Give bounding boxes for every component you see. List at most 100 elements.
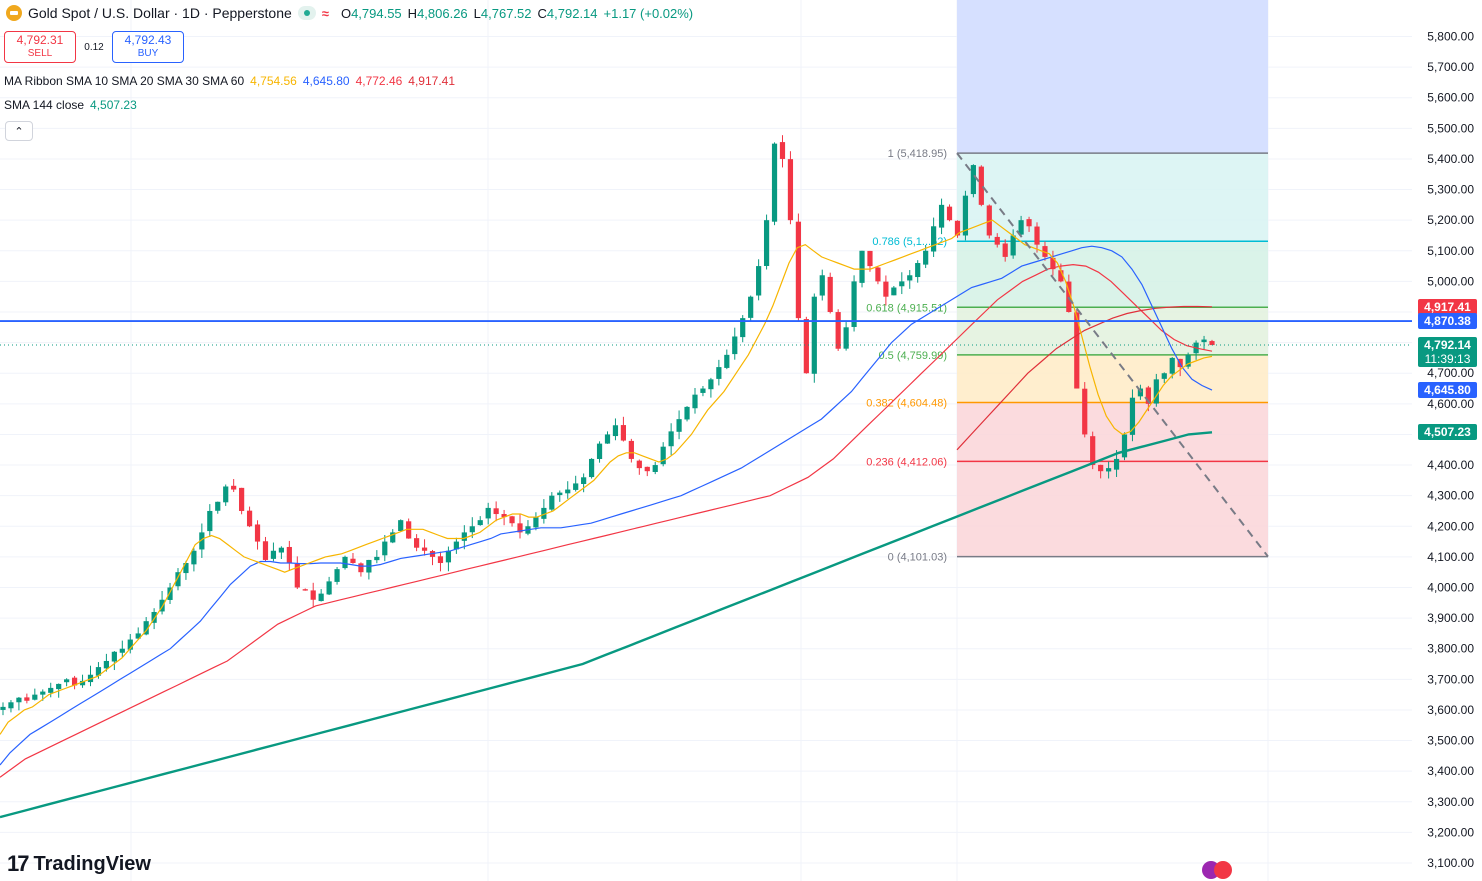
candle-body: [215, 501, 221, 511]
candle-body: [994, 236, 1000, 245]
candle-body: [143, 621, 149, 635]
candle-body: [771, 143, 778, 222]
candle-body: [565, 489, 571, 494]
y-tick-label: 5,500.00: [1427, 121, 1474, 135]
candle-body: [159, 599, 165, 612]
ohlc-high: H4,806.26: [407, 5, 468, 21]
candle-body: [1090, 436, 1096, 466]
fibonacci-retracement[interactable]: 1 (5,418.95) 0.786 (5,1...52) 0.618 (4,915…: [866, 0, 1268, 564]
candle-body: [541, 507, 547, 519]
sma30-value: 4,772.46: [355, 74, 403, 88]
candle-body: [493, 508, 499, 515]
sell-button[interactable]: 4,792.31 SELL: [4, 31, 76, 63]
y-tick-label: 3,400.00: [1427, 764, 1474, 778]
fib-zone: [957, 461, 1268, 557]
candle-body: [32, 694, 38, 700]
candle-body: [819, 275, 825, 296]
current-price-tag: 4,792.14 11:39:13: [1418, 337, 1477, 368]
chart-overlay: [0, 152, 1412, 558]
sell-label: SELL: [27, 48, 53, 59]
candle-body: [763, 220, 770, 266]
candle-body: [509, 516, 515, 524]
candle-body: [191, 550, 197, 565]
candle-body: [533, 517, 539, 528]
event-icons[interactable]: [1202, 861, 1232, 879]
candle-body: [398, 520, 404, 532]
candle-body: [1153, 379, 1159, 404]
tv-logo-icon: 17: [7, 851, 30, 876]
candle-body: [350, 558, 356, 564]
trade-panel: 4,792.31 SELL 0.12 4,792.43 BUY: [4, 31, 184, 63]
candle-body: [119, 648, 125, 653]
tradingview-logo[interactable]: 17 TradingView: [7, 851, 151, 877]
candle-body: [390, 532, 396, 543]
candle-body: [246, 510, 253, 527]
buy-button[interactable]: 4,792.43 BUY: [112, 31, 184, 63]
candle-body: [1105, 468, 1112, 472]
us-flag-icon[interactable]: [1214, 861, 1232, 879]
candle-body: [40, 691, 46, 695]
sma144-legend[interactable]: SMA 144 close 4,507.23: [4, 98, 137, 112]
y-tick-label: 5,800.00: [1427, 30, 1474, 44]
candle-body: [1058, 270, 1064, 282]
candle-body: [64, 679, 70, 683]
price-axis[interactable]: 3,100.00 3,200.00 3,300.00 3,400.00 3,500.00…: [1427, 30, 1474, 871]
fib-level-label: 0.236 (4,412.06): [866, 456, 947, 468]
candle-body: [732, 336, 738, 355]
y-tick-label: 4,300.00: [1427, 489, 1474, 503]
symbol-title[interactable]: Gold Spot / U.S. Dollar · 1D · Peppersto…: [28, 5, 292, 21]
price-tag: 4,507.23: [1418, 424, 1477, 441]
candle-body: [207, 510, 213, 532]
market-open-icon[interactable]: [297, 6, 316, 20]
sma10-line: [0, 219, 1213, 735]
candle-body: [231, 485, 237, 490]
bar-countdown: 11:39:13: [1424, 352, 1471, 367]
candle-body: [358, 563, 364, 573]
candle-body: [684, 406, 690, 420]
candle-body: [549, 495, 555, 510]
candle-body: [199, 532, 205, 550]
collapse-legend-button[interactable]: ⌃: [5, 121, 33, 141]
buy-label: BUY: [137, 48, 159, 59]
ma-ribbon-legend[interactable]: MA Ribbon SMA 10 SMA 20 SMA 30 SMA 60 4,…: [4, 74, 455, 88]
candle-body: [970, 165, 976, 195]
candle-body: [254, 524, 261, 542]
candle-body: [787, 159, 794, 221]
candle-body: [111, 651, 117, 662]
wave-icon[interactable]: ≈: [321, 5, 329, 21]
fib-level-label: 0.618 (4,915.51): [866, 302, 947, 314]
y-tick-label: 3,600.00: [1427, 703, 1474, 717]
sma144-line: [0, 431, 1213, 819]
y-tick-label: 5,000.00: [1427, 274, 1474, 288]
fib-zone: [957, 153, 1268, 242]
sma20-line: [0, 245, 1213, 766]
candle-body: [103, 660, 110, 669]
candle-body: [803, 319, 809, 374]
candle-body: [581, 477, 587, 484]
y-tick-label: 5,100.00: [1427, 244, 1474, 258]
candle-body: [588, 458, 595, 478]
y-tick-label: 3,900.00: [1427, 611, 1474, 625]
y-tick-label: 4,700.00: [1427, 366, 1474, 380]
candle-body: [644, 466, 650, 472]
candle-body: [48, 687, 54, 693]
candle-body: [1129, 397, 1136, 435]
candle-body: [946, 206, 953, 221]
ma-ribbon-label: MA Ribbon SMA 10 SMA 20 SMA 30 SMA 60: [4, 74, 245, 88]
candle-body: [724, 354, 730, 368]
candle-body: [740, 318, 746, 338]
sma30-line: [0, 263, 1213, 778]
price-tag: 4,645.80: [1418, 381, 1477, 398]
candlestick-series: [0, 135, 1215, 716]
candle-body: [938, 204, 945, 228]
candle-body: [700, 388, 706, 393]
candle-body: [1098, 464, 1104, 472]
candle-body: [692, 394, 698, 409]
candle-body: [636, 460, 642, 469]
ohlc-close: C4,792.14: [537, 5, 598, 21]
candle-body: [326, 581, 332, 595]
fib-extension-zone: [957, 0, 1268, 154]
candle-body: [867, 250, 873, 267]
candle-body: [1050, 257, 1056, 270]
